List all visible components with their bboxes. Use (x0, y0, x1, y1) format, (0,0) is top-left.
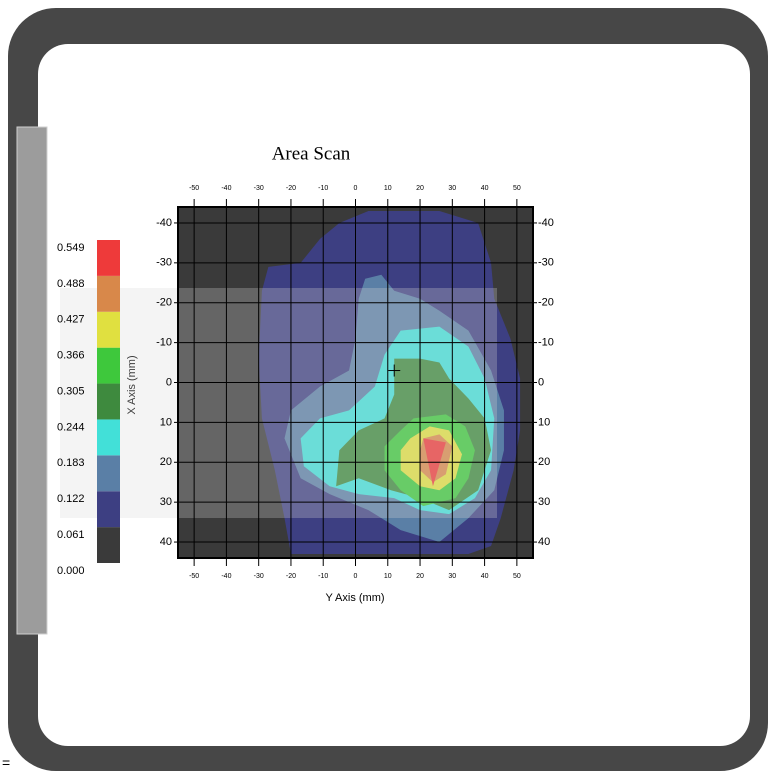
x-tick-label-bottom: -10 (318, 573, 328, 580)
colorbar-label: 0.488 (57, 278, 85, 290)
y-tick-label-left: -30 (156, 257, 172, 269)
y-tick-label-left: 20 (160, 456, 172, 468)
x-tick-label-bottom: -40 (221, 573, 231, 580)
colorbar-label: 0.061 (57, 529, 85, 541)
x-tick-label-bottom: -20 (286, 573, 296, 580)
y-tick-label-right: 0 (538, 376, 544, 388)
colorbar-label: 0.305 (57, 385, 85, 397)
plot-border (177, 206, 534, 559)
x-tick-label-top: -40 (221, 185, 231, 192)
colorbar-band (97, 240, 120, 276)
y-tick-label-left: -20 (156, 297, 172, 309)
y-tick-label-right: 40 (538, 536, 550, 548)
colorbar-band (97, 311, 120, 348)
colorbar-label: 0.244 (57, 421, 85, 433)
y-tick-label-right: -30 (538, 257, 554, 269)
x-tick-label-bottom: -30 (254, 573, 264, 580)
y-tick-label-left: 10 (160, 416, 172, 428)
x-tick-label-bottom: 20 (416, 573, 424, 580)
colorbar-band (97, 419, 120, 456)
y-tick-label-right: 20 (538, 456, 550, 468)
y-axis-label: X Axis (mm) (126, 355, 138, 414)
y-tick-label-right: -20 (538, 297, 554, 309)
colorbar-label: 0.183 (57, 457, 85, 469)
x-tick-label-top: 50 (513, 185, 521, 192)
x-tick-label-top: -30 (254, 185, 264, 192)
x-tick-label-top: 40 (481, 185, 489, 192)
colorbar-label: 0.000 (57, 565, 85, 577)
x-tick-label-top: 30 (448, 185, 456, 192)
x-tick-label-bottom: 0 (354, 573, 358, 580)
y-tick-label-right: -10 (538, 337, 554, 349)
x-tick-label-top: -10 (318, 185, 328, 192)
y-tick-label-left: -40 (156, 217, 172, 229)
y-tick-label-right: 10 (538, 416, 550, 428)
colorbar-label: 0.549 (57, 242, 85, 254)
x-tick-label-bottom: 30 (448, 573, 456, 580)
colorbar-label: 0.122 (57, 493, 85, 505)
side-bar (16, 126, 48, 635)
colorbar-band (97, 383, 120, 420)
x-tick-label-top: 20 (416, 185, 424, 192)
corner-text: = (2, 755, 10, 771)
y-tick-label-left: 40 (160, 536, 172, 548)
y-tick-label-left: 30 (160, 496, 172, 508)
x-tick-label-bottom: 40 (481, 573, 489, 580)
y-tick-label-right: 30 (538, 496, 550, 508)
photo-overlay (60, 288, 497, 518)
x-tick-label-bottom: -50 (189, 573, 199, 580)
x-tick-label-top: 10 (384, 185, 392, 192)
colorbar-band (97, 347, 120, 384)
y-tick-label-right: -40 (538, 217, 554, 229)
x-tick-label-top: -20 (286, 185, 296, 192)
x-axis-label: Y Axis (mm) (325, 592, 384, 604)
colorbar-band (97, 455, 120, 492)
plot: -50 -50 -40 -40 -30 -30 -20 -20 -10 -10 0 0 10 10 20 20… (57, 185, 554, 580)
colorbar-band (97, 275, 120, 312)
x-tick-label-top: 0 (354, 185, 358, 192)
x-tick-label-bottom: 10 (384, 573, 392, 580)
colorbar-label: 0.366 (57, 350, 85, 362)
colorbar-band (97, 527, 120, 563)
y-tick-label-left: 0 (166, 376, 172, 388)
colorbar-band (97, 491, 120, 528)
x-tick-label-bottom: 50 (513, 573, 521, 580)
y-tick-label-left: -10 (156, 337, 172, 349)
x-tick-label-top: -50 (189, 185, 199, 192)
chart-title: Area Scan (272, 143, 351, 164)
colorbar-label: 0.427 (57, 314, 85, 326)
